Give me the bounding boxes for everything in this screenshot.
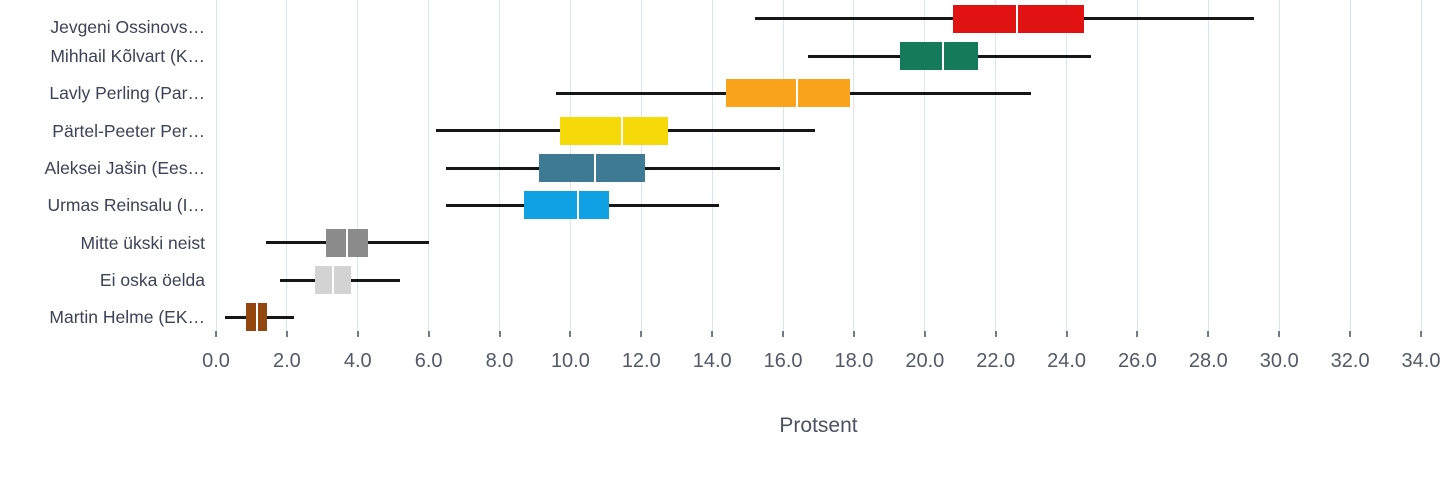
- category-label: Martin Helme (EK…: [49, 307, 205, 328]
- x-axis-tick-mark: [215, 331, 217, 337]
- x-axis-tick-label: 10.0: [550, 350, 590, 372]
- median-line: [594, 154, 597, 182]
- gridline: [286, 0, 288, 336]
- x-axis-tick-mark: [1065, 331, 1068, 337]
- x-axis-tick-label: 22.0: [976, 350, 1016, 372]
- gridline: [782, 0, 784, 336]
- boxplot-box: [538, 154, 645, 182]
- x-axis-tick-mark: [640, 331, 643, 337]
- boxplot-box: [953, 4, 1085, 33]
- median-line: [796, 79, 799, 108]
- x-axis-tick-mark: [782, 331, 785, 337]
- x-axis-tick-mark: [711, 331, 714, 337]
- median-line: [1015, 4, 1018, 33]
- category-label: Pärtel-Peeter Per…: [52, 120, 205, 141]
- category-label: Urmas Reinsalu (I…: [47, 195, 205, 216]
- x-axis-tick-mark: [427, 331, 430, 337]
- x-axis-tick-mark: [923, 331, 926, 337]
- gridline: [1278, 0, 1280, 336]
- x-axis-tick-mark: [498, 331, 501, 337]
- gridline: [924, 0, 926, 336]
- boxplot-box: [726, 79, 851, 108]
- category-label: Mitte ükski neist: [80, 232, 205, 253]
- median-line: [346, 228, 349, 257]
- x-axis-tick-label: 28.0: [1188, 350, 1228, 372]
- boxplot-box: [524, 191, 610, 220]
- median-line: [941, 42, 944, 70]
- x-axis-tick-mark: [1207, 331, 1210, 337]
- x-axis-tick-mark: [852, 331, 855, 337]
- median-line: [255, 303, 258, 332]
- x-axis-tick-label: 2.0: [272, 350, 301, 372]
- gridline: [357, 0, 359, 336]
- x-axis-tick-label: 26.0: [1118, 350, 1157, 372]
- boxplot-box: [900, 42, 978, 70]
- plot-area: [215, 0, 1422, 337]
- x-axis-tick-label: 8.0: [485, 350, 514, 372]
- x-axis-tick-label: 30.0: [1259, 350, 1299, 372]
- median-line: [620, 116, 623, 145]
- category-label: Aleksei Jašin (Ees…: [44, 158, 205, 178]
- gridline: [1420, 0, 1422, 336]
- category-label: Lavly Perling (Par…: [49, 83, 205, 104]
- category-label: Ei oska öelda: [99, 270, 205, 290]
- gridline: [1136, 0, 1138, 336]
- x-axis-tick-mark: [1136, 331, 1139, 337]
- boxplot-box: [559, 116, 668, 145]
- x-axis-tick-mark: [285, 331, 288, 337]
- median-line: [576, 191, 579, 220]
- x-axis-tick-mark: [1349, 331, 1352, 337]
- gridline: [1207, 0, 1209, 336]
- gridline: [1066, 0, 1068, 336]
- x-axis-tick-label: 16.0: [763, 350, 803, 372]
- x-axis-tick-mark: [994, 331, 997, 337]
- x-axis-tick-label: 14.0: [692, 350, 732, 372]
- gridline: [428, 0, 430, 336]
- category-label: Jevgeni Ossinovs…: [50, 17, 205, 37]
- x-axis-tick-mark: [569, 331, 572, 337]
- category-label: Mihhail Kõlvart (K…: [50, 46, 205, 66]
- gridline: [215, 0, 217, 336]
- x-axis-tick-label: 18.0: [834, 350, 874, 372]
- x-axis-tick-label: 0.0: [202, 350, 230, 372]
- x-axis-tick-mark: [1278, 331, 1281, 337]
- gridline: [1349, 0, 1351, 336]
- x-axis-tick-label: 4.0: [343, 350, 372, 372]
- x-axis-tick-label: 20.0: [905, 350, 945, 372]
- x-axis-tick-label: 24.0: [1047, 350, 1087, 372]
- x-axis-tick-label: 6.0: [414, 350, 443, 372]
- x-axis-title: Protsent: [779, 414, 858, 437]
- x-axis-tick-mark: [1420, 331, 1422, 337]
- x-axis-tick-label: 32.0: [1330, 350, 1370, 372]
- gridline: [995, 0, 997, 336]
- gridline: [853, 0, 855, 336]
- x-axis-tick-label: 12.0: [621, 350, 661, 372]
- median-line: [331, 266, 334, 294]
- x-axis-tick-mark: [356, 331, 359, 337]
- x-axis-tick-label: 34.0: [1401, 350, 1441, 372]
